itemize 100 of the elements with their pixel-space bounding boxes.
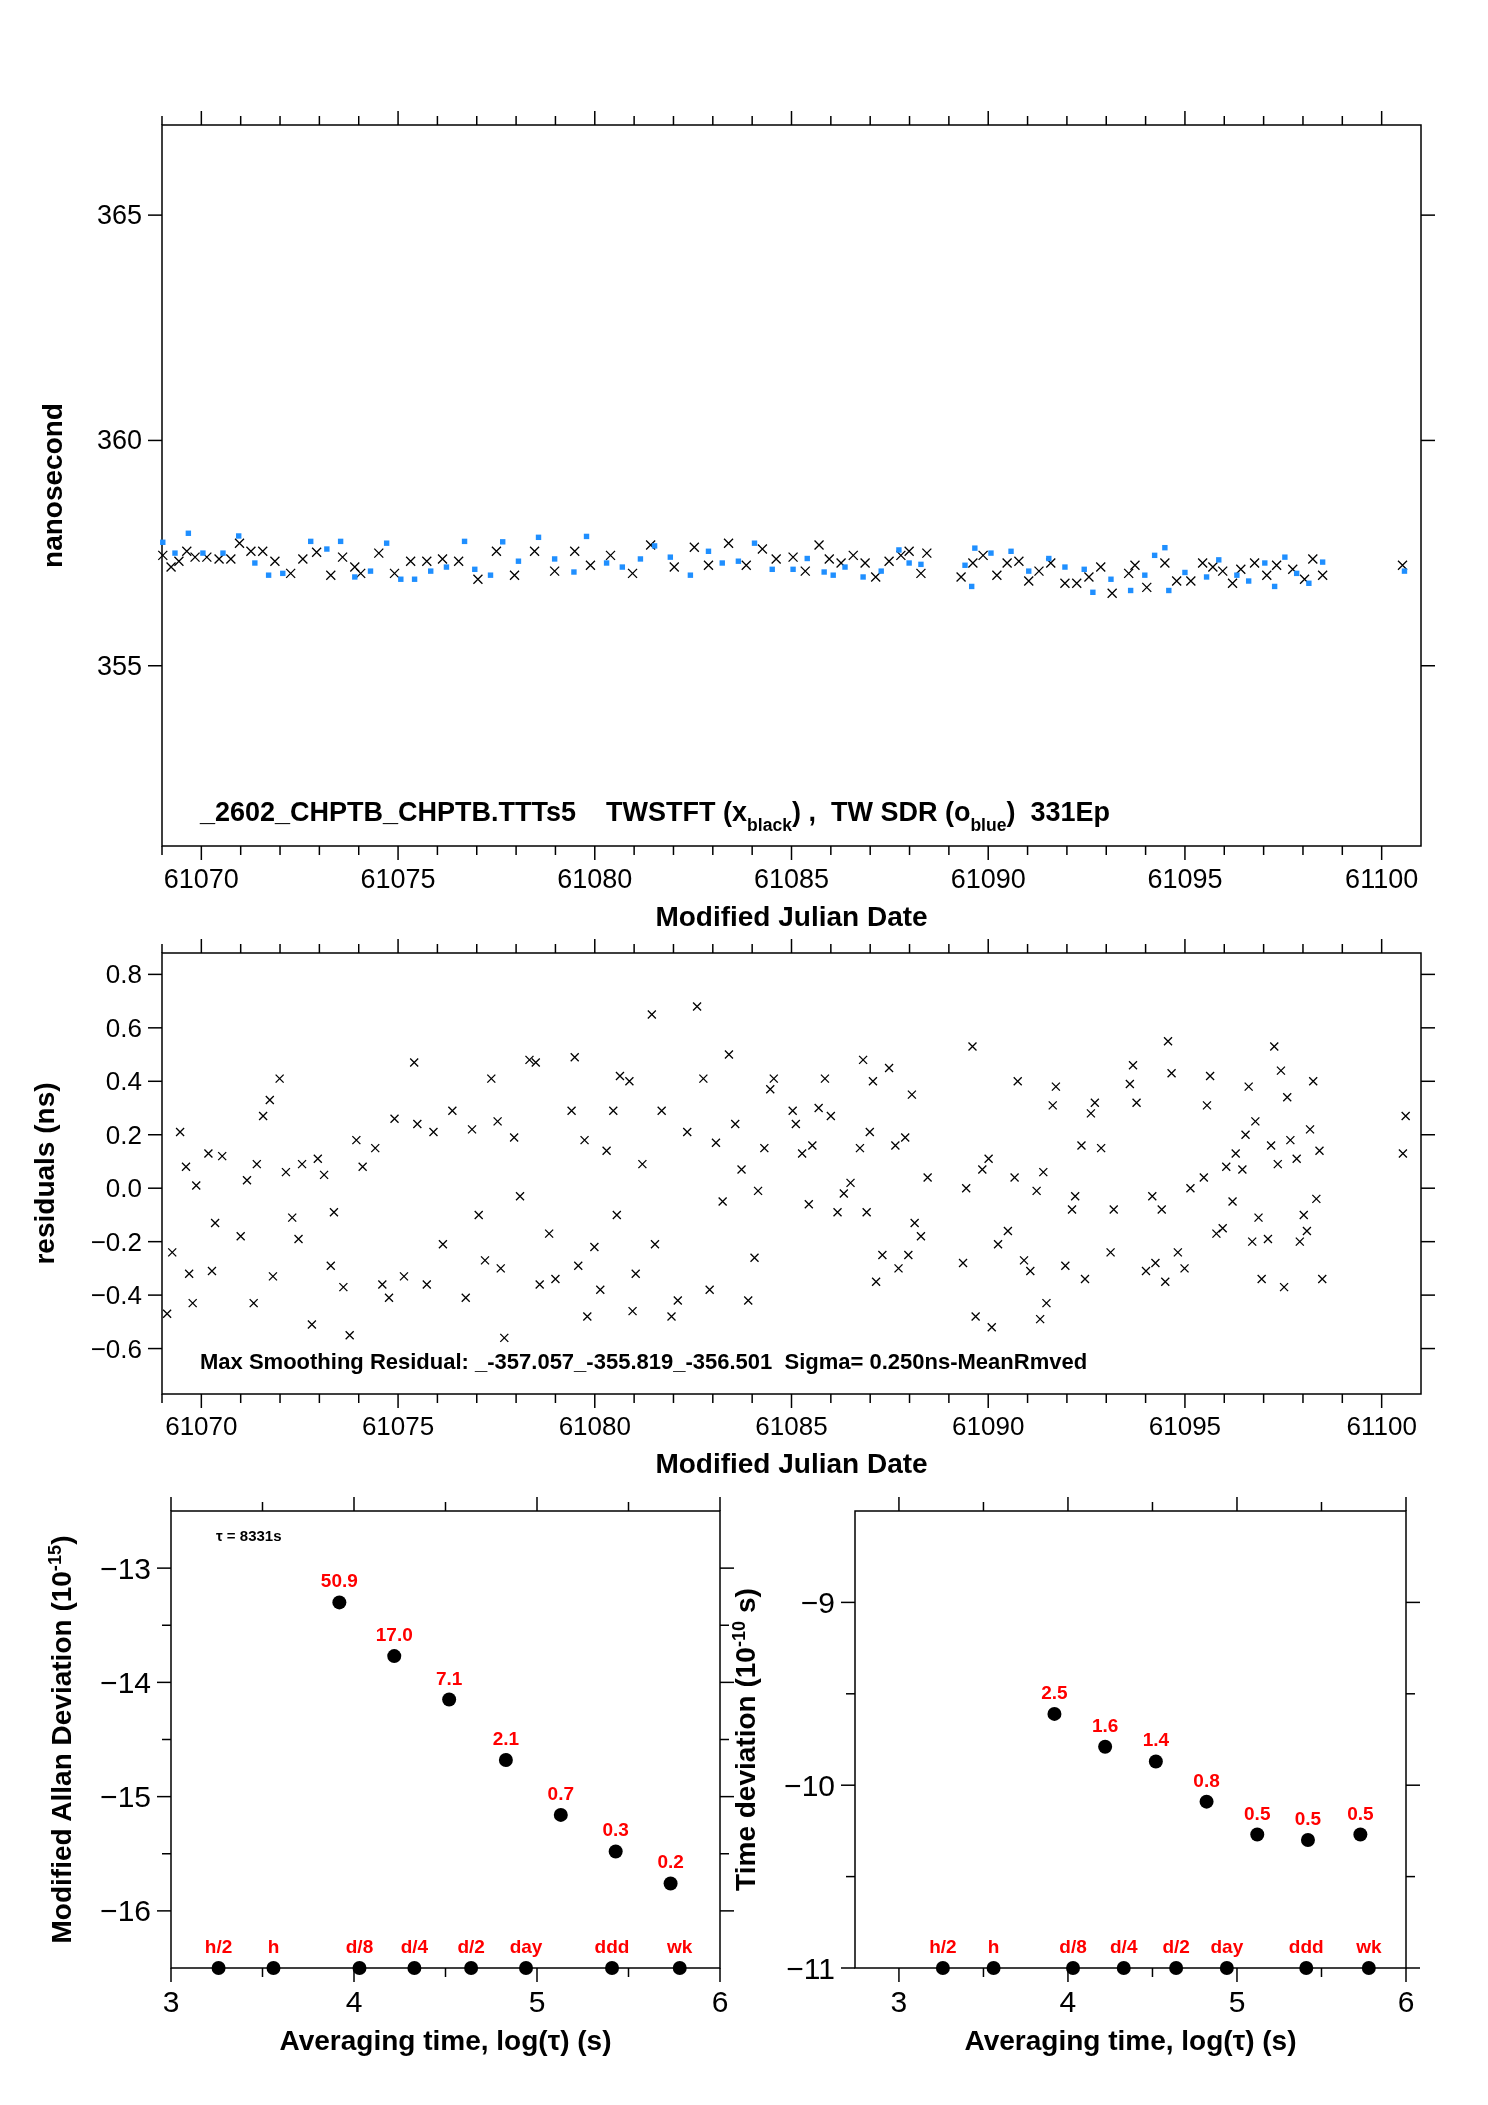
point	[1047, 1706, 1062, 1721]
y-tick-label: −14	[100, 1665, 151, 1699]
point	[672, 1961, 687, 1975]
point	[442, 1692, 457, 1707]
annotation: τ = 8331s	[216, 1527, 282, 1544]
point	[407, 1961, 422, 1975]
y-tick-label: 0.8	[105, 959, 142, 990]
x-tick-label: 61080	[558, 1410, 631, 1441]
annotation: d/8	[345, 1936, 374, 1957]
annotation: d/4	[400, 1936, 429, 1957]
annotation: Max Smoothing Residual: _-357.057_-355.819_-356.501 Sigma= 0.250ns-MeanRmved	[200, 1349, 1088, 1374]
y-axis-title: nanosecond	[37, 403, 68, 568]
point	[608, 1844, 623, 1859]
x-tick-label: 6	[711, 1985, 729, 2018]
point	[387, 1649, 402, 1664]
point	[352, 1961, 367, 1975]
point	[1250, 1827, 1265, 1842]
point	[464, 1961, 479, 1975]
x-axis-title: Averaging time, log(τ) (s)	[964, 2025, 1297, 2056]
y-tick-label: −0.2	[90, 1226, 142, 1257]
x-tick-label: 61095	[1148, 1410, 1222, 1441]
x-tick-label: 61080	[557, 863, 633, 894]
annotation: day	[509, 1936, 543, 1957]
y-tick-label: −9	[800, 1585, 835, 1619]
point	[1116, 1961, 1131, 1975]
point	[1098, 1739, 1113, 1754]
point	[1361, 1961, 1376, 1975]
point	[1169, 1961, 1184, 1975]
annotation: 0.5	[1294, 1808, 1322, 1830]
annotation: 2.5	[1041, 1681, 1069, 1703]
point	[519, 1961, 534, 1975]
annotation: d/2	[457, 1936, 485, 1957]
annotation: 0.5	[1347, 1802, 1374, 1824]
y-tick-label: 0.0	[105, 1173, 142, 1204]
point	[605, 1961, 620, 1975]
point	[1199, 1794, 1214, 1809]
y-tick-label: −0.6	[90, 1333, 142, 1364]
point	[663, 1876, 678, 1891]
point	[986, 1961, 1001, 1975]
x-tick-label: 61085	[755, 1410, 828, 1441]
x-axis-title: Modified Julian Date	[655, 1447, 928, 1479]
x-tick-label: 5	[1228, 1985, 1246, 2018]
annotation: d/2	[1162, 1936, 1190, 1957]
annotation: ddd	[594, 1936, 630, 1957]
x-tick-label: 61070	[163, 863, 239, 894]
x-tick-label: 5	[528, 1985, 546, 2018]
annotation: 50.9	[320, 1570, 358, 1592]
point	[211, 1961, 226, 1975]
annotation: _2602_CHPTB_CHPTB.TTTs5 TWSTFT (x$_{black}$) , TW SDR (o$_{blue}$) 331Ep	[199, 797, 1110, 835]
point	[1066, 1961, 1081, 1975]
annotation: ddd	[1288, 1936, 1324, 1957]
annotation: wk	[666, 1936, 693, 1957]
annotation: d/4	[1110, 1936, 1138, 1957]
point	[1148, 1754, 1163, 1769]
x-axis-title: Modified Julian Date	[655, 900, 928, 932]
annotation: 0.2	[657, 1851, 684, 1873]
y-tick-label: −15	[100, 1780, 151, 1814]
annotation: d/8	[1059, 1936, 1087, 1957]
x-tick-label: 3	[162, 1985, 180, 2018]
annotation: 1.4	[1142, 1729, 1170, 1751]
y-axis-title: residuals (ns)	[29, 1082, 60, 1265]
y-tick-label: 355	[96, 650, 142, 681]
x-axis-title: Averaging time, log(τ) (s)	[279, 2025, 612, 2056]
x-tick-label: 61070	[165, 1410, 238, 1441]
point	[1300, 1833, 1315, 1848]
point	[1353, 1827, 1368, 1842]
x-tick-label: 61090	[952, 1410, 1025, 1441]
x-tick-label: 61100	[1346, 1410, 1417, 1441]
x-tick-label: 61100	[1345, 863, 1419, 894]
annotation: 1.6	[1091, 1714, 1119, 1736]
annotation: 0.7	[547, 1782, 574, 1804]
y-tick-label: −16	[100, 1894, 151, 1928]
annotation: 0.5	[1244, 1802, 1271, 1824]
x-tick-label: 4	[1059, 1985, 1077, 2018]
y-tick-label: 0.6	[105, 1012, 142, 1043]
annotation: h/2	[929, 1936, 957, 1957]
annotation: 7.1	[435, 1667, 463, 1689]
annotation: 17.0	[375, 1624, 413, 1646]
annotation: h	[267, 1936, 280, 1957]
y-tick-label: 365	[96, 200, 142, 231]
annotation: day	[1210, 1936, 1244, 1957]
point	[1219, 1961, 1234, 1975]
x-tick-label: 61075	[360, 863, 436, 894]
y-tick-label: −11	[786, 1951, 835, 1985]
y-tick-label: −10	[784, 1768, 835, 1802]
x-tick-label: 61095	[1147, 863, 1223, 894]
annotation: h	[987, 1936, 1000, 1957]
point	[553, 1807, 568, 1822]
x-tick-label: 6	[1397, 1985, 1415, 2018]
y-tick-label: −13	[100, 1551, 151, 1585]
y-tick-label: −0.4	[90, 1280, 142, 1311]
point	[266, 1961, 281, 1975]
point	[498, 1753, 513, 1768]
x-tick-label: 61075	[361, 1410, 435, 1441]
annotation: 0.8	[1193, 1769, 1220, 1791]
annotation: 0.3	[602, 1819, 629, 1841]
annotation: 2.1	[492, 1728, 520, 1750]
x-tick-label: 3	[890, 1985, 908, 2018]
y-tick-label: 0.2	[105, 1119, 142, 1150]
x-tick-label: 61085	[753, 863, 830, 894]
